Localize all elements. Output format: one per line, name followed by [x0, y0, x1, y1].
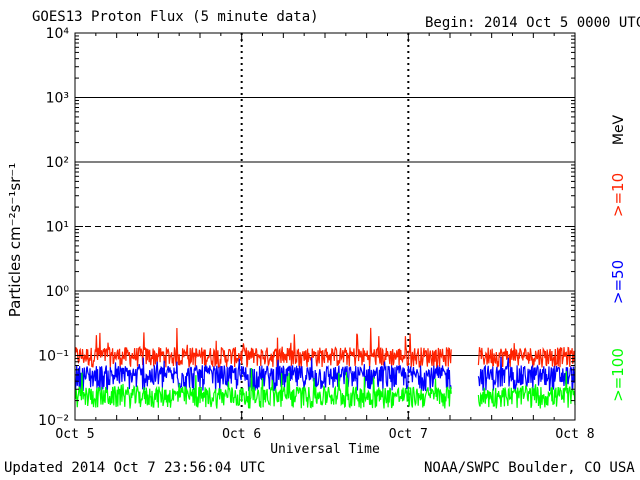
axis-ticks — [74, 33, 576, 421]
legend-unit: MeV — [611, 114, 627, 145]
series-line — [74, 327, 452, 369]
begin-time-label: Begin: 2014 Oct 5 0000 UTC — [425, 15, 640, 31]
updated-timestamp: Updated 2014 Oct 7 23:56:04 UTC — [4, 460, 266, 476]
series-line — [74, 357, 452, 392]
x-tick-label: Oct 8 — [555, 427, 594, 442]
credit-label: NOAA/SWPC Boulder, CO USA — [424, 460, 635, 476]
series-line — [74, 367, 452, 409]
x-tick-labels: Oct 5 Oct 6 Oct 7 Oct 8 — [55, 427, 594, 442]
y-tick-label: 10⁻² — [38, 413, 69, 429]
legend-entry: >=50 — [609, 260, 627, 304]
y-tick-label: 10³ — [46, 91, 69, 107]
series-line — [477, 356, 576, 391]
y-tick-label: 10⁻¹ — [38, 349, 69, 365]
y-tick-label: 10⁴ — [46, 26, 70, 42]
series-line — [477, 371, 576, 409]
x-tick-label: Oct 5 — [55, 427, 94, 442]
y-tick-label: 10¹ — [46, 220, 69, 236]
x-tick-label: Oct 7 — [389, 427, 428, 442]
y-axis-label: Particles cm⁻²s⁻¹sr⁻¹ — [6, 163, 24, 317]
chart-title: GOES13 Proton Flux (5 minute data) — [32, 9, 319, 25]
y-tick-labels: 10⁻² 10⁻¹ 10⁰ 10¹ 10² 10³ 10⁴ — [38, 26, 69, 429]
plot-area — [74, 33, 576, 420]
legend-entry: >=10 — [609, 173, 627, 217]
legend: >=10 >=50 >=100 MeV — [609, 114, 627, 401]
series-line — [477, 343, 576, 368]
x-axis-label: Universal Time — [270, 442, 380, 457]
y-tick-label: 10⁰ — [46, 284, 70, 300]
legend-entry: >=100 — [609, 348, 627, 402]
x-tick-label: Oct 6 — [222, 427, 261, 442]
y-tick-label: 10² — [46, 155, 69, 171]
